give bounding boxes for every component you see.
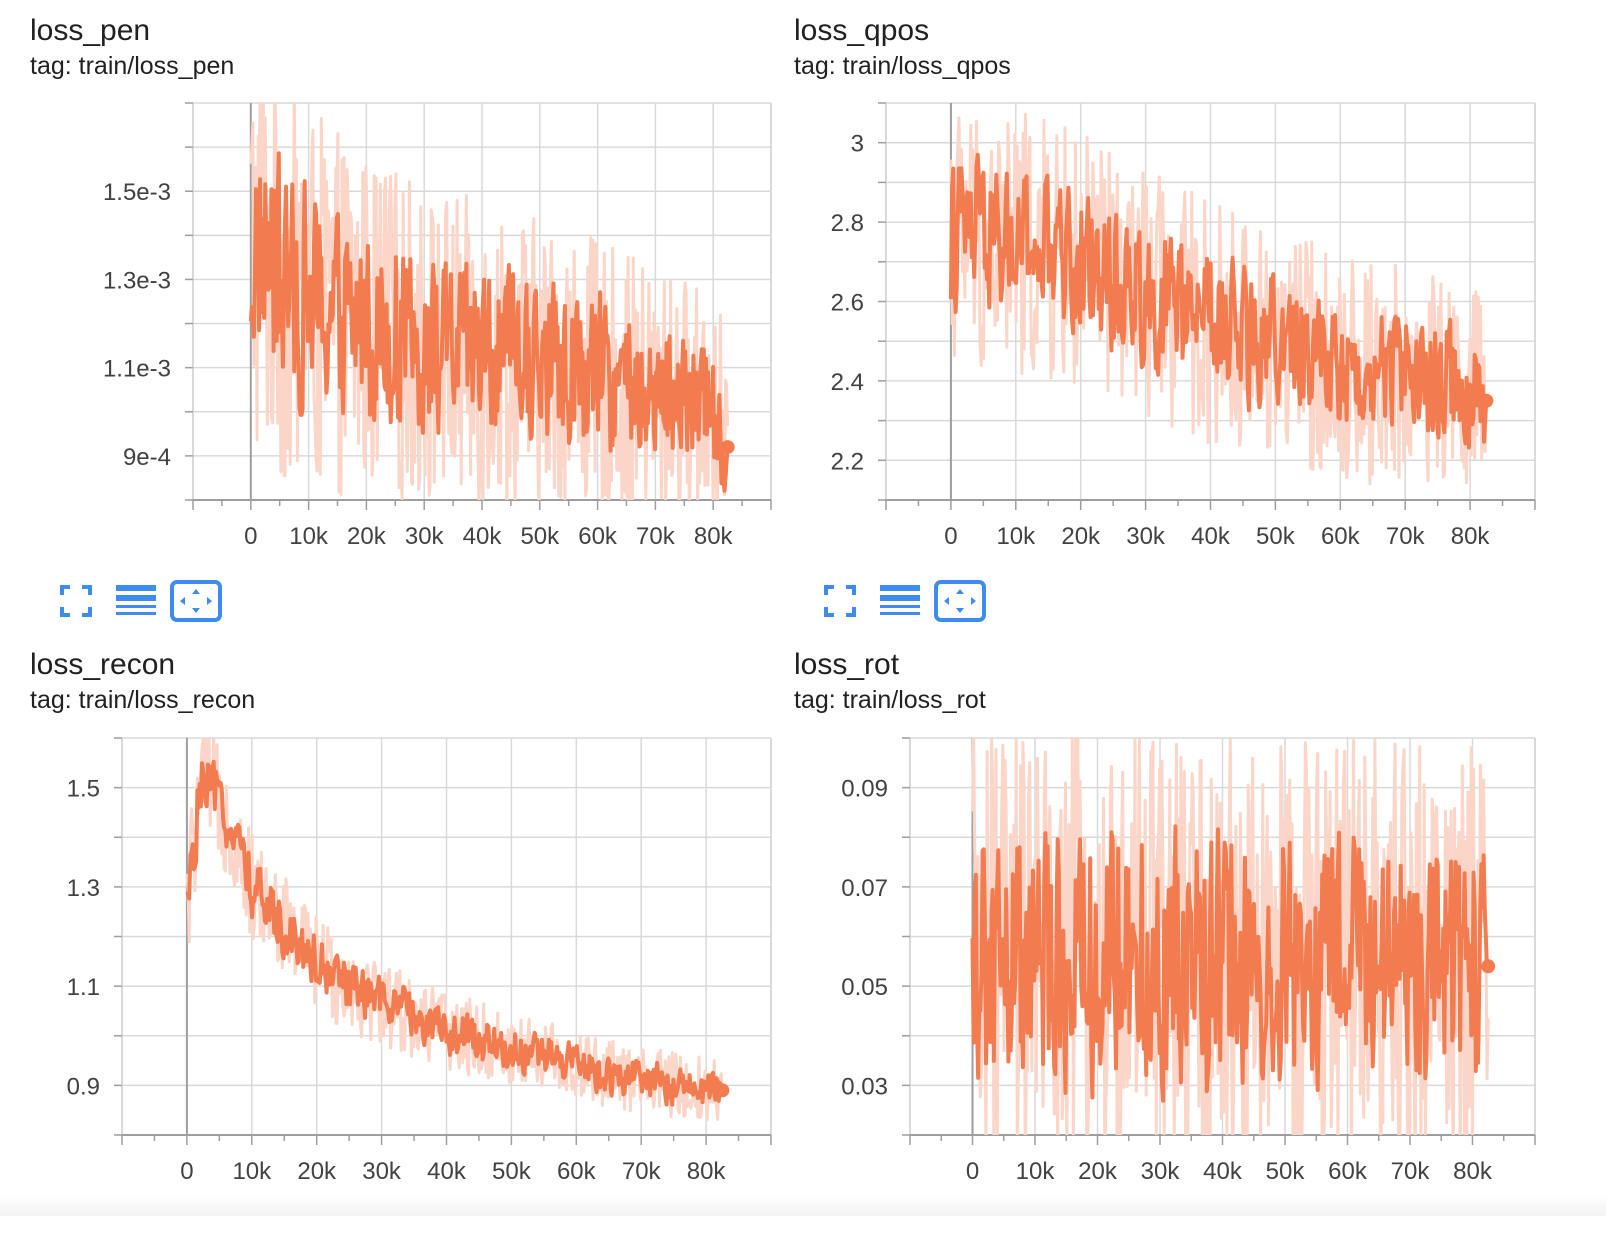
x-tick-label: 10k xyxy=(232,1158,272,1185)
smoothed-series-line xyxy=(185,759,724,1107)
x-tick-label: 30k xyxy=(1141,1158,1181,1185)
fullscreen-button[interactable] xyxy=(810,578,870,624)
x-tick-label: 0 xyxy=(180,1158,193,1185)
last-point-marker xyxy=(1479,393,1494,408)
x-tick-label: 0 xyxy=(966,1158,979,1185)
x-tick-label: 80k xyxy=(1453,1158,1493,1185)
y-tick-label: 0.07 xyxy=(841,875,888,902)
x-tick-label: 10k xyxy=(996,523,1036,550)
series-group xyxy=(185,738,724,1122)
data-list-button[interactable] xyxy=(106,578,166,624)
y-tick-label: 1.3 xyxy=(67,875,100,902)
x-tick-label: 20k xyxy=(1061,523,1101,550)
x-tick-label: 30k xyxy=(362,1158,402,1185)
smoothed-series-line xyxy=(948,152,1489,450)
x-tick-label: 50k xyxy=(520,523,560,550)
fit-domain-button[interactable] xyxy=(930,578,990,624)
chart-tag: tag: train/loss_qpos xyxy=(794,52,1011,80)
fit-domain-icon xyxy=(934,580,986,622)
y-tick-label: 1.1e-3 xyxy=(103,356,171,383)
y-tick-label: 0.03 xyxy=(841,1073,888,1100)
data-list-button[interactable] xyxy=(870,578,930,624)
x-tick-label: 50k xyxy=(1256,523,1296,550)
x-tick-label: 80k xyxy=(687,1158,727,1185)
chart-card-loss-recon: loss_recon tag: train/loss_recon 0 10k 20k… xyxy=(0,634,790,1254)
chart-card-loss-rot: loss_rot tag: train/loss_rot 0 10k 20k 30k 4… xyxy=(764,634,1554,1254)
x-tick-label: 40k xyxy=(1191,523,1231,550)
x-tick-label: 40k xyxy=(427,1158,467,1185)
y-tick-label: 0.09 xyxy=(841,776,888,803)
x-tick-label: 20k xyxy=(1078,1158,1118,1185)
data-list-icon xyxy=(116,585,156,615)
y-tick-label: 0.05 xyxy=(841,974,888,1001)
y-tick-label: 0.9 xyxy=(67,1073,100,1100)
bottom-fade xyxy=(0,1196,1606,1216)
x-tick-label: 70k xyxy=(1391,1158,1431,1185)
chart-tag: tag: train/loss_recon xyxy=(30,686,256,714)
fullscreen-icon xyxy=(824,585,856,617)
x-tick-label: 60k xyxy=(557,1158,597,1185)
chart-title: loss_pen xyxy=(30,14,151,47)
y-tick-label: 1.5 xyxy=(67,776,100,803)
smoothed-series-line xyxy=(970,824,1491,1103)
x-tick-label: 10k xyxy=(289,523,329,550)
x-tick-label: 20k xyxy=(297,1158,337,1185)
x-tick-label: 70k xyxy=(636,523,676,550)
y-tick-label: 1.3e-3 xyxy=(103,267,171,294)
x-tick-label: 0 xyxy=(244,523,257,550)
chart-plot-loss-pen[interactable]: 0 10k 20k 30k 40k 50k 60k 70k 80k 9e-4 1.1e-3 1.3e-… xyxy=(0,0,790,560)
x-tick-label: 40k xyxy=(463,523,503,550)
last-point-marker xyxy=(1481,959,1496,974)
y-tick-label: 2.6 xyxy=(831,290,864,317)
chart-title: loss_rot xyxy=(794,648,900,681)
raw-series-line xyxy=(185,738,724,1122)
chart-plot-loss-qpos[interactable]: 0 10k 20k 30k 40k 50k 60k 70k 80k 2.2 2.4 2.6 2.8 3 xyxy=(764,0,1554,560)
last-point-marker xyxy=(720,440,735,455)
chart-plot-loss-rot[interactable]: 0 10k 20k 30k 40k 50k 60k 70k 80k 0.03 0.05 0.07 0.0… xyxy=(764,634,1554,1194)
y-tick-label: 1.5e-3 xyxy=(103,179,171,206)
chart-title: loss_qpos xyxy=(794,14,930,47)
x-tick-label: 60k xyxy=(1321,523,1361,550)
x-tick-label: 50k xyxy=(1266,1158,1306,1185)
y-tick-label: 9e-4 xyxy=(123,444,171,471)
y-tick-label: 2.2 xyxy=(831,448,864,475)
fullscreen-icon xyxy=(60,585,92,617)
x-tick-label: 60k xyxy=(578,523,618,550)
x-tick-label: 70k xyxy=(1386,523,1426,550)
fullscreen-button[interactable] xyxy=(46,578,106,624)
x-tick-label: 30k xyxy=(405,523,445,550)
chart-tag: tag: train/loss_rot xyxy=(794,686,986,714)
chart-title: loss_recon xyxy=(30,648,176,681)
last-point-marker xyxy=(715,1083,730,1098)
series-group xyxy=(970,738,1491,1135)
chart-toolbar xyxy=(810,578,990,624)
x-tick-label: 0 xyxy=(944,523,957,550)
chart-tag: tag: train/loss_pen xyxy=(30,52,235,80)
fit-domain-icon xyxy=(170,580,222,622)
x-tick-label: 40k xyxy=(1203,1158,1243,1185)
x-tick-label: 60k xyxy=(1328,1158,1368,1185)
x-tick-label: 80k xyxy=(694,523,734,550)
smoothed-series-line xyxy=(248,151,730,493)
data-list-icon xyxy=(880,585,920,615)
fit-domain-button[interactable] xyxy=(166,578,226,624)
y-tick-label: 2.8 xyxy=(831,210,864,237)
x-tick-label: 50k xyxy=(492,1158,532,1185)
y-tick-label: 3 xyxy=(851,131,864,158)
x-tick-label: 10k xyxy=(1016,1158,1056,1185)
chart-toolbar xyxy=(46,578,226,624)
chart-plot-loss-recon[interactable]: 0 10k 20k 30k 40k 50k 60k 70k 80k 0.9 1.1 1.3 1.5 xyxy=(0,634,790,1194)
chart-card-loss-qpos: loss_qpos tag: train/loss_qpos 0 10k 20k 30… xyxy=(764,0,1554,622)
y-tick-label: 2.4 xyxy=(831,369,864,396)
chart-card-loss-pen: loss_pen tag: train/loss_pen 0 10k 20k 30k 4… xyxy=(0,0,790,622)
x-tick-label: 20k xyxy=(347,523,387,550)
x-tick-label: 70k xyxy=(622,1158,662,1185)
series-group xyxy=(948,112,1489,486)
x-tick-label: 30k xyxy=(1126,523,1166,550)
y-tick-label: 1.1 xyxy=(67,974,100,1001)
x-tick-label: 80k xyxy=(1451,523,1491,550)
series-group xyxy=(248,103,730,500)
raw-series-line xyxy=(249,103,730,500)
